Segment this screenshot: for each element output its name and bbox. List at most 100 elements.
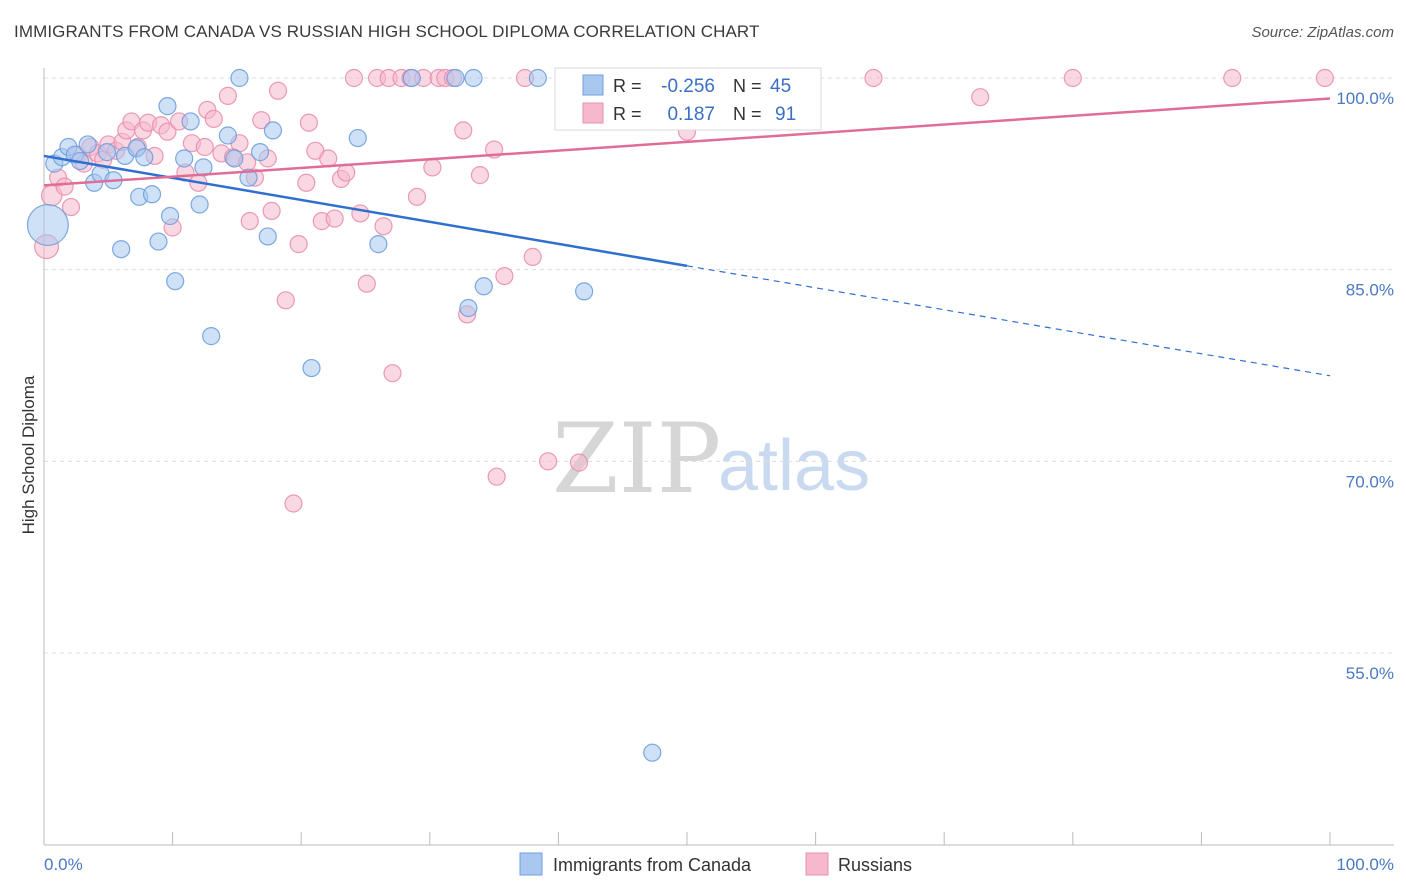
data-point-russians bbox=[407, 187, 427, 206]
stats-n-label-2: N = bbox=[733, 104, 762, 124]
data-point-immigrants bbox=[263, 121, 283, 140]
data-point-russians bbox=[218, 86, 237, 105]
y-tick-label: 100.0% bbox=[1336, 89, 1394, 108]
data-point-immigrants bbox=[369, 235, 388, 254]
data-point-immigrants bbox=[160, 206, 180, 226]
data-point-russians bbox=[1315, 68, 1334, 88]
data-point-russians bbox=[357, 274, 376, 293]
data-point-russians bbox=[487, 467, 506, 486]
y-axis-label: High School Diploma bbox=[19, 375, 38, 534]
y-tick-label: 85.0% bbox=[1346, 281, 1394, 300]
data-point-russians bbox=[569, 453, 589, 472]
data-point-russians bbox=[423, 158, 442, 177]
data-point-immigrants bbox=[218, 126, 237, 145]
data-point-russians bbox=[61, 197, 81, 217]
data-point-immigrants bbox=[459, 298, 478, 318]
data-point-immigrants bbox=[78, 135, 97, 154]
data-point-immigrants bbox=[239, 168, 258, 187]
stats-n-value-2: 91 bbox=[775, 104, 796, 125]
data-point-russians bbox=[971, 88, 990, 107]
data-point-russians bbox=[523, 247, 542, 266]
data-point-immigrants bbox=[166, 272, 185, 291]
data-point-russians bbox=[276, 291, 295, 310]
data-point-russians bbox=[470, 166, 490, 185]
data-point-immigrants bbox=[464, 68, 483, 88]
data-point-russians bbox=[299, 113, 319, 132]
stats-swatch-blue bbox=[582, 74, 604, 96]
y-tick-label: 70.0% bbox=[1346, 472, 1394, 491]
data-point-immigrants bbox=[135, 148, 154, 167]
data-point-russians bbox=[252, 111, 271, 130]
data-point-russians bbox=[289, 235, 308, 254]
data-point-russians bbox=[204, 109, 223, 128]
trend-line-immigrants bbox=[43, 154, 688, 268]
data-point-immigrants bbox=[194, 158, 213, 177]
stats-box: R = -0.256 N = 45 R = 0.187 N = 91 bbox=[554, 67, 822, 131]
stats-r-label-2: R = bbox=[613, 104, 642, 124]
legend: Immigrants from Canada Russians bbox=[519, 852, 912, 876]
stats-r-label-1: R = bbox=[613, 76, 642, 96]
data-point-russians bbox=[374, 217, 393, 236]
data-point-immigrants bbox=[474, 277, 493, 296]
data-point-immigrants bbox=[97, 143, 117, 162]
stats-r-value-1: -0.256 bbox=[661, 76, 715, 97]
data-point-immigrants bbox=[181, 112, 200, 131]
data-point-immigrants bbox=[202, 327, 221, 346]
stats-r-value-2: 0.187 bbox=[667, 104, 715, 125]
data-point-russians bbox=[55, 177, 74, 196]
stats-n-value-1: 45 bbox=[770, 76, 791, 97]
data-point-russians bbox=[344, 68, 364, 88]
data-point-russians bbox=[351, 204, 370, 223]
data-point-immigrants bbox=[158, 97, 177, 116]
data-point-russians bbox=[1063, 68, 1082, 88]
data-point-immigrants bbox=[149, 232, 168, 251]
chart-source: Source: ZipAtlas.com bbox=[1251, 24, 1394, 41]
data-point-russians bbox=[297, 173, 316, 192]
data-point-immigrants bbox=[348, 128, 367, 148]
data-point-immigrants bbox=[575, 282, 594, 301]
x-ticks bbox=[43, 832, 1331, 845]
data-point-russians bbox=[1223, 68, 1242, 88]
data-point-immigrants bbox=[142, 185, 162, 204]
data-point-immigrants bbox=[230, 68, 249, 88]
data-point-immigrants bbox=[258, 227, 277, 246]
data-point-russians bbox=[337, 163, 356, 182]
data-point-russians bbox=[319, 149, 338, 168]
data-point-immigrants bbox=[175, 149, 194, 168]
data-point-russians bbox=[195, 137, 214, 157]
data-point-immigrants bbox=[190, 195, 209, 214]
stats-n-label-1: N = bbox=[733, 76, 762, 96]
data-point-immigrants bbox=[112, 240, 131, 259]
chart-title: IMMIGRANTS FROM CANADA VS RUSSIAN HIGH S… bbox=[14, 22, 760, 41]
data-point-russians bbox=[864, 68, 883, 88]
legend-swatch-immigrants bbox=[519, 852, 543, 876]
data-point-russians bbox=[383, 364, 402, 383]
trend-line-immigrants-extrapolated bbox=[686, 265, 1331, 377]
data-point-immigrants bbox=[225, 149, 244, 168]
y-tick-label: 55.0% bbox=[1346, 664, 1394, 683]
data-point-russians bbox=[262, 201, 281, 220]
data-point-immigrants bbox=[402, 68, 421, 88]
data-point-russians bbox=[240, 212, 259, 231]
data-point-immigrants bbox=[528, 68, 547, 88]
data-point-immigrants bbox=[643, 743, 662, 762]
data-point-russians bbox=[495, 266, 514, 286]
x-tick-label-max: 100.0% bbox=[1336, 855, 1394, 874]
legend-label-immigrants: Immigrants from Canada bbox=[553, 855, 752, 875]
y-tick-labels: 55.0% 70.0% 85.0% 100.0% bbox=[1336, 89, 1394, 683]
data-point-russians bbox=[158, 122, 177, 141]
data-point-russians bbox=[268, 81, 288, 100]
trend-line-russians bbox=[43, 97, 1331, 187]
legend-swatch-russians bbox=[805, 852, 829, 876]
x-tick-label-min: 0.0% bbox=[44, 855, 83, 874]
stats-swatch-pink bbox=[582, 102, 604, 124]
data-point-russians bbox=[454, 121, 473, 140]
legend-label-russians: Russians bbox=[838, 855, 912, 875]
data-point-russians bbox=[539, 452, 558, 471]
data-point-russians bbox=[284, 494, 303, 513]
trend-lines bbox=[43, 97, 1331, 377]
data-point-immigrants bbox=[26, 203, 69, 246]
data-point-immigrants bbox=[302, 358, 321, 378]
data-point-russians bbox=[325, 209, 344, 228]
